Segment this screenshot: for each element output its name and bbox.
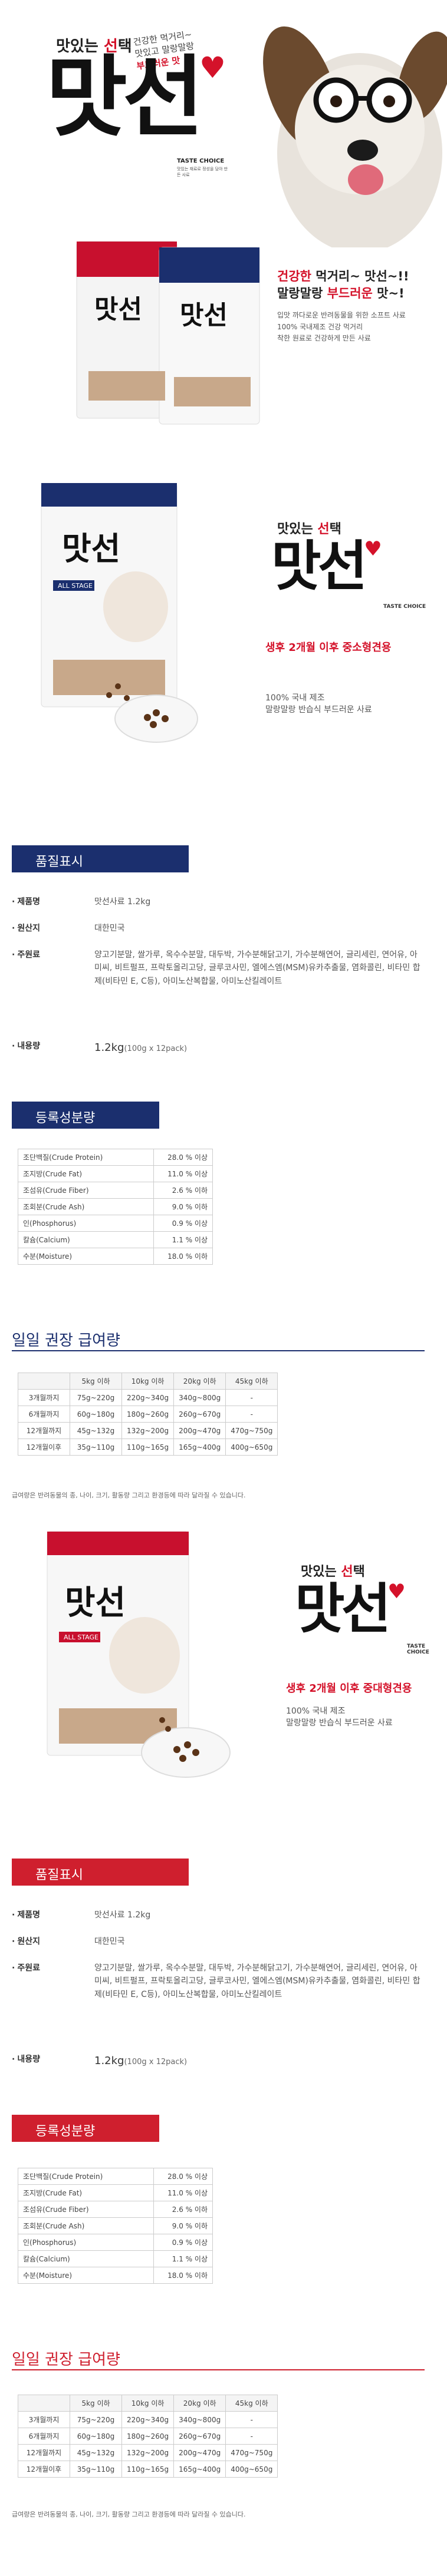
feed-header: 일일 권장 급여량 xyxy=(12,2351,120,2369)
table-row: 12개월이후 35g~110g 110g~165g 165g~400g 400g~650… xyxy=(18,1439,278,1456)
svg-text:맛선: 맛선 xyxy=(62,530,120,567)
table-row: 12개월까지 45g~132g 132g~200g 200g~470g 470g~750… xyxy=(18,2444,278,2461)
table-header-row: 5kg 이하 10kg 이하 20kg 이하 45kg 이하 xyxy=(18,1373,278,1390)
product2-desc: 100% 국내 제조 말랑말랑 반습식 부드러운 사료 xyxy=(286,1707,393,1728)
table-row: 6개월까지 60g~180g 180g~260g 260g~670g - xyxy=(18,2428,278,2445)
feed-divider xyxy=(12,2369,425,2370)
grade-table: 조단백질(Crude Protein) 28.0 % 이상 조지방(Crude F… xyxy=(18,1149,213,1265)
taste-choice-sub: 맛있는 재료로 정성을 담아 만든 사료 xyxy=(177,167,228,177)
feed-table: 5kg 이하 10kg 이하 20kg 이하 45kg 이하 3개월까지 75g~220… xyxy=(18,2395,278,2478)
quality-header: 품질표시 xyxy=(12,845,189,872)
grade-header: 등록성분량 xyxy=(12,2115,159,2142)
hero-banner: 맛있는 선택 건강한 먹거리~ 맛있고 말랑말랑 부드러운 맛 맛선♥ TAST… xyxy=(0,0,447,459)
svg-text:맛선: 맛선 xyxy=(65,1584,126,1622)
product2-brand-logo: 맛선♥ xyxy=(295,1577,406,1641)
product1-age: 생후 2개월 이후 중소형견용 xyxy=(265,641,392,654)
table-row: 조단백질(Crude Protein) 28.0 % 이상 xyxy=(18,1149,213,1166)
table-row: 3개월까지 75g~220g 220g~340g 340g~800g - xyxy=(18,1389,278,1406)
brand-logo: 맛선♥ xyxy=(46,45,226,149)
product1-desc: 100% 국내 제조 말랑말랑 반습식 부드러운 사료 xyxy=(265,693,372,715)
hero-title: 맛있는 선택 xyxy=(56,38,132,55)
grade-header: 등록성분량 xyxy=(12,1102,159,1129)
table-row: 조섬유(Crude Fiber) 2.6 % 이하 xyxy=(18,2201,213,2218)
product-packs-image: 맛선 맛선 xyxy=(76,241,260,425)
table-row: 조회분(Crude Ash) 9.0 % 이하 xyxy=(18,1198,213,1215)
table-row: 조지방(Crude Fat) 11.0 % 이상 xyxy=(18,1165,213,1182)
svg-text:맛선: 맛선 xyxy=(94,295,142,325)
feed-header: 일일 권장 급여량 xyxy=(12,1332,120,1350)
table-row: 수분(Moisture) 18.0 % 이하 xyxy=(18,1248,213,1265)
product1-title: 맛있는 선택 xyxy=(277,522,341,537)
product1-pack-image: 맛선 ALL STAGE xyxy=(41,483,198,743)
pack-label: ALL STAGE xyxy=(64,1633,98,1641)
table-row: 조단백질(Crude Protein) 28.0 % 이상 xyxy=(18,2168,213,2185)
feed-note: 급여량은 반려동물의 종, 나이, 크기, 활동량 그리고 환경등에 따라 달라… xyxy=(12,1492,246,1499)
quality-header: 품질표시 xyxy=(12,1859,189,1886)
product2-pack-image: 맛선 ALL STAGE xyxy=(47,1531,231,1778)
product2-age: 생후 2개월 이후 중대형견용 xyxy=(286,1682,412,1695)
feed-table: 5kg 이하 10kg 이하 20kg 이하 45kg 이하 3개월까지 75g~220… xyxy=(18,1373,278,1456)
table-row: 조지방(Crude Fat) 11.0 % 이상 xyxy=(18,2184,213,2201)
pack-label: ALL STAGE xyxy=(58,582,93,590)
table-row: 조섬유(Crude Fiber) 2.6 % 이하 xyxy=(18,1182,213,1199)
dog-with-glasses-image xyxy=(254,0,447,247)
hero-copy: 건강한 먹거리~ 맛선~!! 말랑말랑 부드러운 맛~! 입맛 까다로운 반려동… xyxy=(277,269,409,343)
table-row: 조회분(Crude Ash) 9.0 % 이하 xyxy=(18,2217,213,2234)
feed-divider xyxy=(12,1350,425,1351)
table-row: 6개월까지 60g~180g 180g~260g 260g~670g - xyxy=(18,1406,278,1423)
product2-title: 맛있는 선택 xyxy=(301,1565,365,1579)
table-row: 12개월이후 35g~110g 110g~165g 165g~400g 400g~650… xyxy=(18,2461,278,2478)
table-row: 인(Phosphorus) 0.9 % 이상 xyxy=(18,1215,213,1232)
table-row: 인(Phosphorus) 0.9 % 이상 xyxy=(18,2234,213,2251)
product2-taste-choice: TASTE CHOICE xyxy=(407,1644,429,1655)
table-row: 12개월까지 45g~132g 132g~200g 200g~470g 470g~750… xyxy=(18,1422,278,1439)
svg-text:맛선: 맛선 xyxy=(180,300,228,330)
table-row: 칼슘(Calcium) 1.1 % 이상 xyxy=(18,1231,213,1248)
table-row: 칼슘(Calcium) 1.1 % 이상 xyxy=(18,2250,213,2267)
grade-table: 조단백질(Crude Protein) 28.0 % 이상 조지방(Crude F… xyxy=(18,2168,213,2284)
table-row: 수분(Moisture) 18.0 % 이하 xyxy=(18,2267,213,2284)
taste-choice-label: TASTE CHOICE xyxy=(177,158,225,164)
table-row: 3개월까지 75g~220g 220g~340g 340g~800g - xyxy=(18,2411,278,2428)
table-header-row: 5kg 이하 10kg 이하 20kg 이하 45kg 이하 xyxy=(18,2395,278,2412)
product1-brand-logo: 맛선♥ xyxy=(271,534,382,598)
feed-note: 급여량은 반려동물의 종, 나이, 크기, 활동량 그리고 환경등에 따라 달라… xyxy=(12,2511,246,2518)
product1-taste-choice: TASTE CHOICE xyxy=(383,604,426,610)
